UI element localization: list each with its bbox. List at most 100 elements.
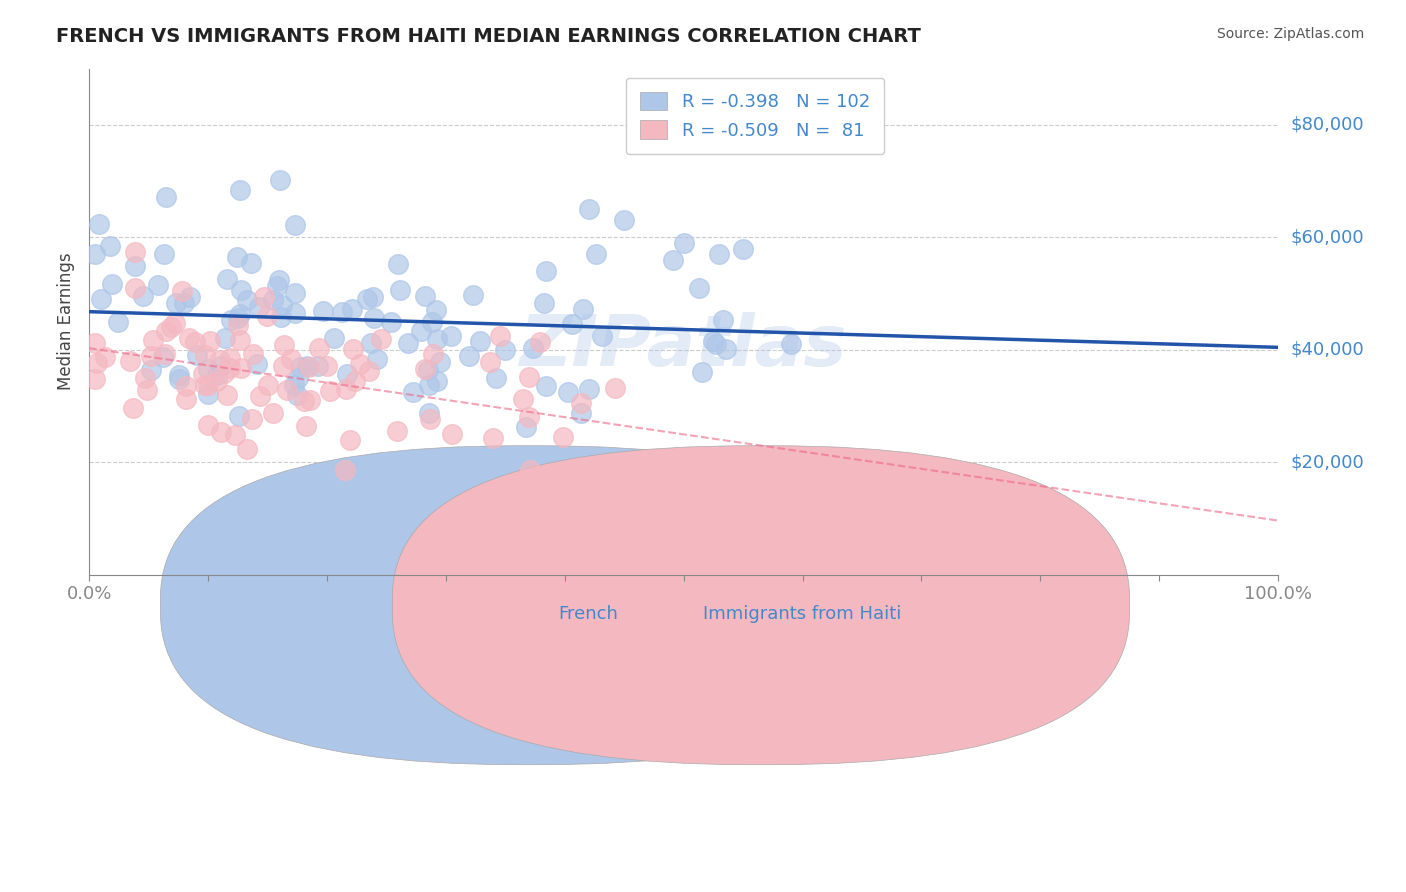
- Point: [205, 374, 228, 388]
- Point: [142, 333, 165, 347]
- Point: [389, 283, 412, 297]
- Point: [426, 332, 449, 346]
- Point: [319, 384, 342, 399]
- Point: [194, 378, 217, 392]
- Text: $60,000: $60,000: [1291, 228, 1364, 246]
- Point: [240, 411, 263, 425]
- Text: Source: ZipAtlas.com: Source: ZipAtlas.com: [1216, 27, 1364, 41]
- Point: [344, 374, 367, 388]
- Point: [84, 246, 107, 260]
- Point: [308, 341, 330, 355]
- Point: [205, 368, 228, 382]
- Point: [267, 273, 290, 287]
- Point: [173, 295, 195, 310]
- Point: [478, 355, 501, 369]
- Point: [167, 368, 190, 382]
- Point: [512, 392, 534, 406]
- Point: [228, 333, 250, 347]
- Point: [411, 324, 433, 338]
- Point: [366, 351, 388, 366]
- Point: [613, 213, 636, 227]
- Point: [361, 290, 384, 304]
- Point: [280, 352, 302, 367]
- Point: [132, 289, 155, 303]
- Point: [256, 309, 278, 323]
- Text: $40,000: $40,000: [1291, 341, 1364, 359]
- Point: [197, 377, 219, 392]
- Point: [569, 406, 592, 420]
- Point: [357, 364, 380, 378]
- Point: [139, 349, 162, 363]
- Point: [690, 365, 713, 379]
- Point: [387, 424, 409, 438]
- Point: [239, 256, 262, 270]
- Point: [287, 370, 309, 384]
- Point: [226, 311, 249, 326]
- Point: [457, 349, 479, 363]
- Point: [315, 359, 337, 374]
- Point: [360, 335, 382, 350]
- Point: [482, 431, 505, 445]
- Point: [284, 306, 307, 320]
- Point: [515, 419, 537, 434]
- Point: [153, 247, 176, 261]
- Point: [176, 378, 198, 392]
- Point: [529, 334, 551, 349]
- Point: [662, 252, 685, 267]
- Point: [89, 217, 111, 231]
- Point: [247, 300, 270, 314]
- Point: [494, 343, 516, 358]
- Point: [186, 348, 208, 362]
- Point: [152, 350, 174, 364]
- Point: [363, 311, 385, 326]
- Point: [419, 412, 441, 426]
- Point: [333, 463, 356, 477]
- Point: [217, 272, 239, 286]
- Point: [170, 285, 193, 299]
- Point: [439, 329, 461, 343]
- Point: [270, 310, 292, 325]
- Point: [155, 190, 177, 204]
- Point: [249, 389, 271, 403]
- Point: [229, 307, 252, 321]
- Point: [84, 372, 107, 386]
- Point: [159, 319, 181, 334]
- Legend: R = -0.398   N = 102, R = -0.509   N =  81: R = -0.398 N = 102, R = -0.509 N = 81: [626, 78, 884, 154]
- Point: [461, 287, 484, 301]
- Point: [246, 357, 269, 371]
- Point: [169, 372, 191, 386]
- Point: [571, 301, 593, 316]
- Point: [733, 242, 755, 256]
- Point: [716, 343, 738, 357]
- Point: [396, 335, 419, 350]
- Point: [90, 292, 112, 306]
- Point: [322, 331, 344, 345]
- Point: [208, 353, 231, 368]
- Point: [135, 383, 157, 397]
- Text: $80,000: $80,000: [1291, 116, 1364, 134]
- Point: [86, 355, 108, 369]
- Point: [219, 361, 242, 376]
- Point: [425, 303, 447, 318]
- Point: [262, 406, 284, 420]
- Point: [536, 379, 558, 393]
- Point: [184, 335, 207, 350]
- Point: [418, 378, 440, 392]
- Text: FRENCH VS IMMIGRANTS FROM HAITI MEDIAN EARNINGS CORRELATION CHART: FRENCH VS IMMIGRANTS FROM HAITI MEDIAN E…: [56, 27, 921, 45]
- Point: [134, 370, 156, 384]
- Point: [370, 332, 392, 346]
- Point: [276, 384, 298, 398]
- Point: [231, 283, 253, 297]
- Point: [194, 348, 217, 362]
- Point: [124, 259, 146, 273]
- Point: [209, 359, 232, 374]
- Point: [534, 263, 557, 277]
- Point: [298, 359, 321, 374]
- Point: [298, 392, 321, 407]
- Point: [284, 286, 307, 301]
- Point: [283, 378, 305, 392]
- Point: [165, 296, 187, 310]
- Point: [256, 378, 278, 392]
- Point: [387, 257, 409, 271]
- Point: [307, 359, 329, 373]
